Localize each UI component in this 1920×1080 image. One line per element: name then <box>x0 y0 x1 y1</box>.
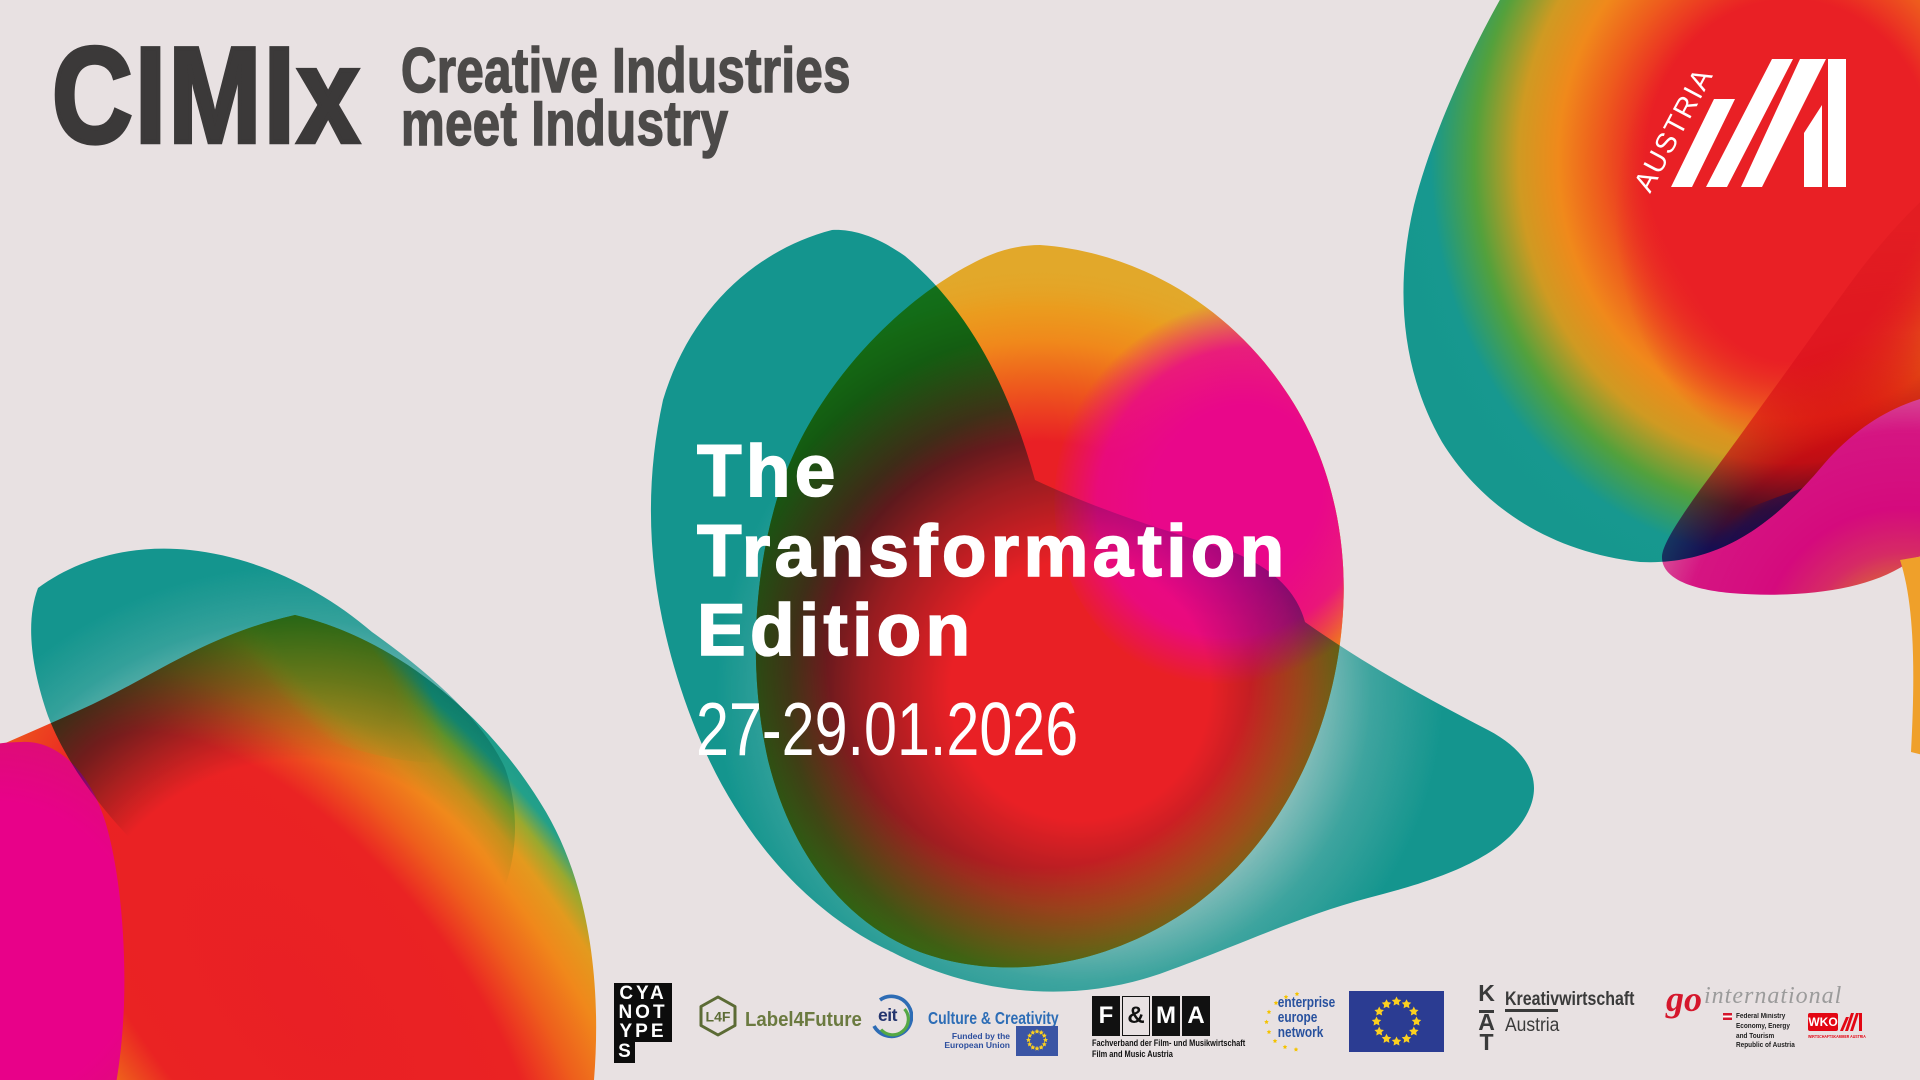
svg-text:L4F: L4F <box>706 1009 731 1025</box>
svg-text:network: network <box>1278 1024 1324 1040</box>
svg-text:enterprise: enterprise <box>1278 994 1335 1010</box>
svg-text:eit: eit <box>878 1005 898 1025</box>
svg-text:europe: europe <box>1278 1009 1318 1025</box>
